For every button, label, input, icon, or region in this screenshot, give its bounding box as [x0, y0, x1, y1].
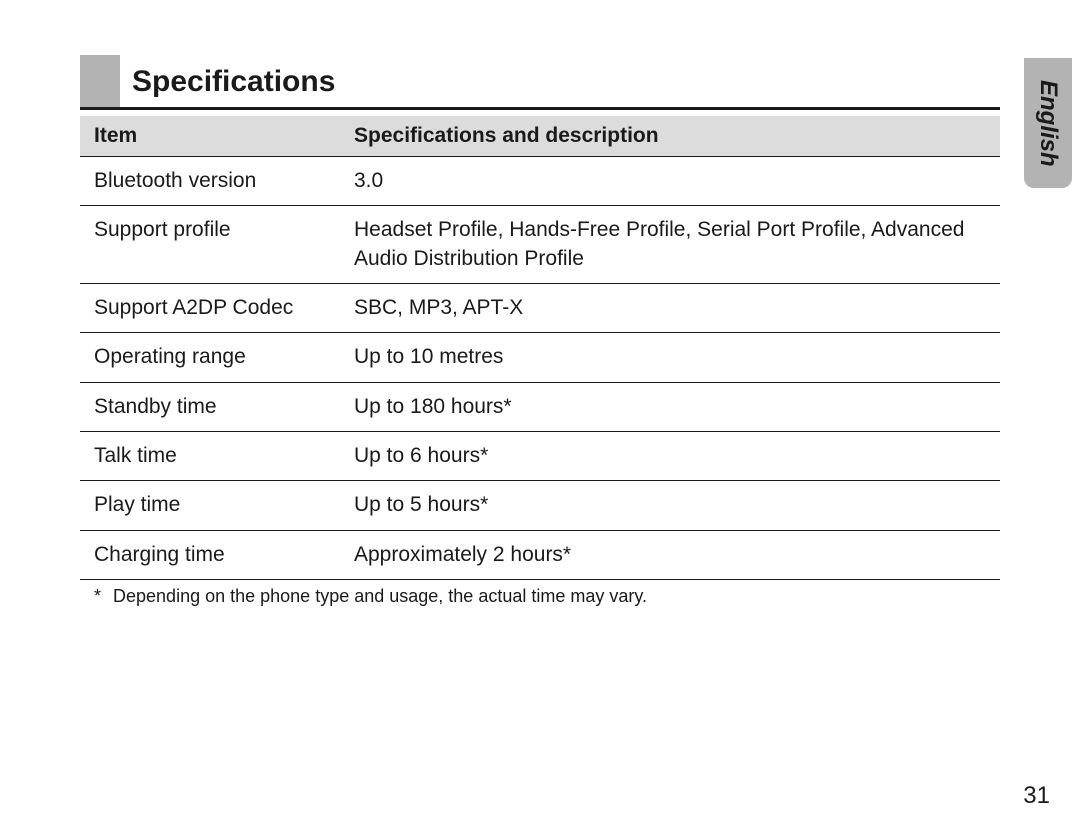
- table-row: Support A2DP Codec SBC, MP3, APT-X: [80, 284, 1000, 333]
- spec-item: Talk time: [80, 432, 340, 481]
- table-row: Charging time Approximately 2 hours*: [80, 530, 1000, 579]
- spec-item: Play time: [80, 481, 340, 530]
- spec-item: Bluetooth version: [80, 157, 340, 206]
- page-content: Specifications Item Specifications and d…: [80, 55, 1000, 607]
- spec-value: Approximately 2 hours*: [340, 530, 1000, 579]
- table-header-row: Item Specifications and description: [80, 116, 1000, 157]
- page-title: Specifications: [132, 55, 335, 107]
- table-row: Operating range Up to 10 metres: [80, 333, 1000, 382]
- spec-item: Charging time: [80, 530, 340, 579]
- page-number: 31: [1023, 782, 1050, 810]
- title-accent-block: [80, 55, 120, 107]
- table-row: Talk time Up to 6 hours*: [80, 432, 1000, 481]
- footnote: * Depending on the phone type and usage,…: [80, 580, 1000, 607]
- specifications-table: Item Specifications and description Blue…: [80, 116, 1000, 580]
- spec-item: Standby time: [80, 382, 340, 431]
- spec-value: SBC, MP3, APT-X: [340, 284, 1000, 333]
- table-row: Support profile Headset Profile, Hands-F…: [80, 206, 1000, 284]
- spec-item: Operating range: [80, 333, 340, 382]
- table-row: Play time Up to 5 hours*: [80, 481, 1000, 530]
- table-header-spec: Specifications and description: [340, 116, 1000, 157]
- table-row: Standby time Up to 180 hours*: [80, 382, 1000, 431]
- table-row: Bluetooth version 3.0: [80, 157, 1000, 206]
- footnote-text: Depending on the phone type and usage, t…: [113, 586, 647, 606]
- spec-value: Up to 5 hours*: [340, 481, 1000, 530]
- footnote-marker: *: [94, 586, 108, 607]
- spec-value: Up to 180 hours*: [340, 382, 1000, 431]
- spec-value: Headset Profile, Hands-Free Profile, Ser…: [340, 206, 1000, 284]
- table-header-item: Item: [80, 116, 340, 157]
- spec-item: Support A2DP Codec: [80, 284, 340, 333]
- spec-value: 3.0: [340, 157, 1000, 206]
- spec-item: Support profile: [80, 206, 340, 284]
- spec-value: Up to 10 metres: [340, 333, 1000, 382]
- title-row: Specifications: [80, 55, 1000, 110]
- spec-value: Up to 6 hours*: [340, 432, 1000, 481]
- language-label: English: [1034, 80, 1062, 167]
- language-tab: English: [1024, 58, 1072, 188]
